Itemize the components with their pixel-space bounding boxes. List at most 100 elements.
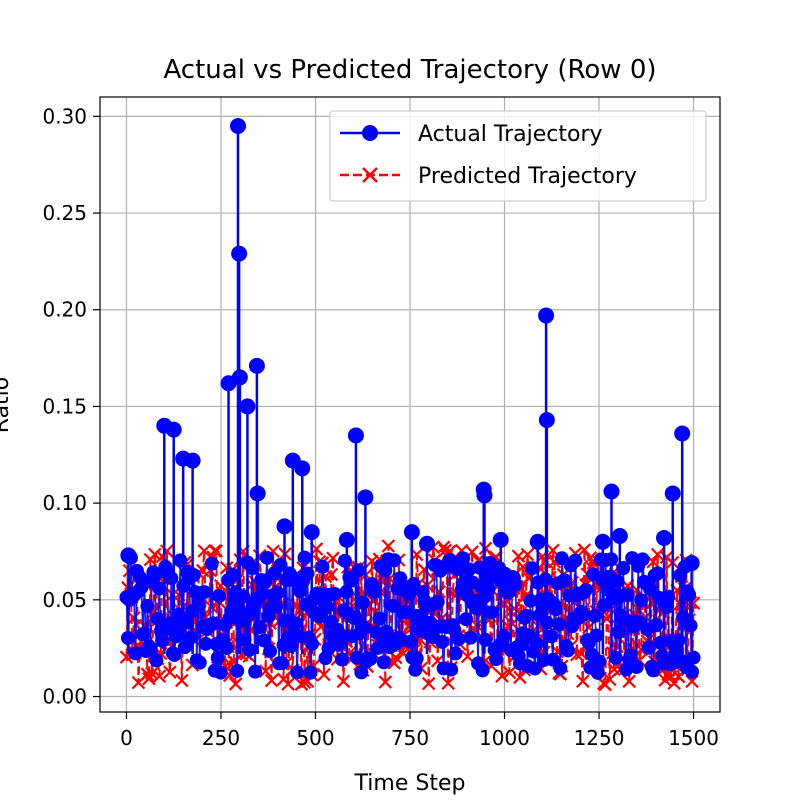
y-tick-label: 0.30: [42, 104, 87, 128]
predicted-point: [622, 674, 636, 689]
actual-point: [448, 646, 463, 661]
x-tick-label: 1500: [668, 726, 719, 750]
actual-point: [685, 664, 700, 679]
predicted-point: [441, 676, 455, 691]
actual-point: [462, 562, 477, 577]
predicted-point: [175, 673, 189, 688]
actual-point: [155, 633, 170, 648]
actual-point: [635, 552, 650, 567]
actual-point: [524, 561, 539, 576]
actual-point: [435, 634, 450, 649]
actual-spike-point: [184, 452, 201, 469]
actual-spike-point: [231, 369, 248, 386]
actual-point: [183, 630, 198, 645]
actual-point: [150, 611, 165, 626]
actual-point: [620, 588, 635, 603]
actual-point: [518, 608, 533, 623]
actual-point: [197, 585, 212, 600]
legend-actual-marker: [362, 125, 378, 141]
actual-point: [560, 643, 575, 658]
predicted-point: [152, 669, 167, 683]
actual-spike-point: [357, 489, 374, 506]
actual-point: [290, 665, 305, 680]
actual-point: [230, 663, 245, 678]
actual-point: [135, 627, 150, 642]
predicted-point: [326, 551, 340, 565]
actual-point: [263, 644, 278, 659]
actual-point: [508, 577, 523, 592]
actual-spike-point: [476, 487, 493, 504]
legend: Actual Trajectory Predicted Trajectory: [329, 110, 707, 202]
actual-spike-point: [229, 118, 246, 135]
y-tick-label: 0.25: [42, 201, 87, 225]
actual-spike-point: [276, 518, 293, 535]
predicted-point: [667, 676, 681, 690]
actual-point: [303, 665, 318, 680]
actual-point: [210, 650, 225, 665]
predicted-point: [258, 664, 273, 678]
actual-point: [623, 648, 638, 663]
x-tick-label: 750: [391, 726, 429, 750]
actual-point: [650, 566, 665, 581]
actual-point: [140, 599, 155, 614]
actual-point: [463, 630, 478, 645]
predicted-point: [436, 540, 451, 554]
x-tick-label: 1250: [574, 726, 625, 750]
y-tick-label: 0.05: [42, 588, 87, 612]
actual-spike-point: [347, 427, 364, 444]
predicted-point: [281, 677, 295, 691]
actual-point: [496, 628, 511, 643]
actual-spike-point: [603, 483, 620, 500]
predicted-point: [495, 669, 509, 683]
actual-point: [649, 618, 664, 633]
chart-title: Actual vs Predicted Trajectory (Row 0): [163, 55, 656, 85]
actual-point: [379, 625, 394, 640]
legend-actual-label: Actual Trajectory: [418, 122, 603, 147]
x-tick-label: 0: [120, 726, 133, 750]
actual-point: [355, 595, 370, 610]
actual-point: [587, 608, 602, 623]
actual-spike-point: [683, 555, 700, 572]
actual-point: [385, 598, 400, 613]
actual-spike-point: [249, 485, 266, 502]
predicted-point: [576, 674, 590, 689]
actual-point: [592, 654, 607, 669]
actual-trajectory-series: [119, 118, 701, 680]
actual-point: [270, 585, 285, 600]
predicted-point: [209, 544, 224, 558]
actual-point: [523, 593, 538, 608]
actual-point: [589, 628, 604, 643]
actual-point: [646, 663, 661, 678]
actual-point: [553, 661, 568, 676]
actual-spike-point: [538, 307, 555, 324]
predicted-point: [577, 543, 592, 557]
actual-point: [191, 597, 206, 612]
actual-point: [149, 653, 164, 668]
predicted-point: [378, 675, 393, 689]
actual-point: [641, 640, 656, 655]
actual-point: [475, 663, 490, 678]
y-tick-label: 0.15: [42, 394, 87, 418]
actual-spike-point: [165, 421, 182, 438]
actual-point: [288, 616, 303, 631]
actual-point: [578, 583, 593, 598]
actual-point: [489, 652, 504, 667]
actual-point: [173, 553, 188, 568]
actual-point: [312, 609, 327, 624]
actual-point: [206, 616, 221, 631]
actual-spike-point: [120, 547, 137, 564]
actual-point: [152, 581, 167, 596]
actual-spike-point: [338, 531, 355, 548]
actual-point: [393, 571, 408, 586]
actual-spike-point: [611, 528, 628, 545]
actual-point: [319, 600, 334, 615]
actual-point: [198, 636, 213, 651]
predicted-point: [148, 547, 162, 562]
actual-point: [242, 642, 257, 657]
actual-point: [527, 661, 542, 676]
actual-point: [315, 559, 330, 574]
actual-point: [147, 568, 162, 583]
predicted-point: [607, 662, 622, 677]
actual-point: [333, 627, 348, 642]
